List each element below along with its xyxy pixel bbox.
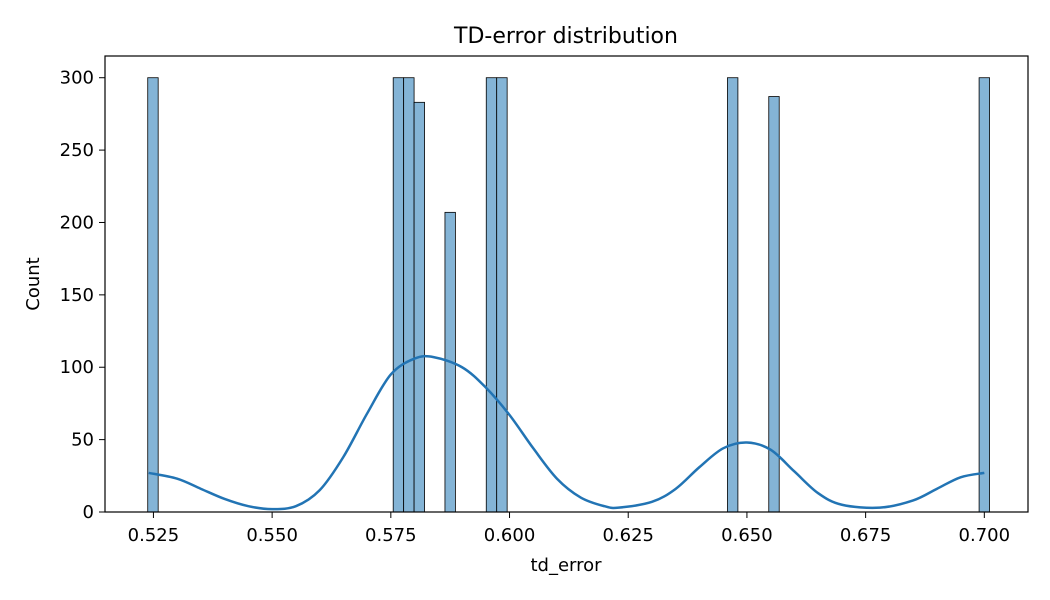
- histogram-bar: [147, 77, 159, 513]
- y-tick-label: 300: [60, 68, 94, 89]
- x-tick-label: 0.675: [840, 525, 892, 546]
- y-axis-label: Count: [23, 257, 44, 310]
- y-tick-label: 100: [60, 357, 94, 378]
- histogram-bar: [413, 101, 425, 513]
- x-tick-label: 0.550: [246, 525, 298, 546]
- kde-curve: [148, 354, 985, 511]
- chart-title: TD-error distribution: [453, 24, 678, 49]
- histogram-bars: [147, 77, 990, 513]
- x-axis: 0.525 0.550 0.575 0.600 0.625 0.650 0.675 0.700: [128, 512, 1010, 546]
- histogram-bar: [496, 77, 508, 513]
- x-tick-label: 0.625: [602, 525, 654, 546]
- histogram-bar: [392, 77, 405, 513]
- y-tick-label: 0: [83, 502, 94, 523]
- x-axis-label: td_error: [530, 555, 602, 576]
- y-tick-label: 50: [71, 430, 94, 451]
- x-tick-label: 0.575: [365, 525, 417, 546]
- x-tick-label: 0.600: [484, 525, 536, 546]
- y-axis: 0 50 100 150 200 250 300: [60, 68, 105, 523]
- histogram-bar: [485, 77, 498, 513]
- y-tick-label: 150: [60, 285, 94, 306]
- y-tick-label: 250: [60, 140, 94, 161]
- x-tick-label: 0.525: [128, 525, 180, 546]
- x-tick-label: 0.650: [721, 525, 773, 546]
- plot-frame: [104, 55, 1029, 513]
- histogram-bar: [978, 77, 990, 513]
- y-tick-label: 200: [60, 212, 94, 233]
- histogram-bar: [403, 77, 415, 513]
- x-tick-label: 0.700: [959, 525, 1011, 546]
